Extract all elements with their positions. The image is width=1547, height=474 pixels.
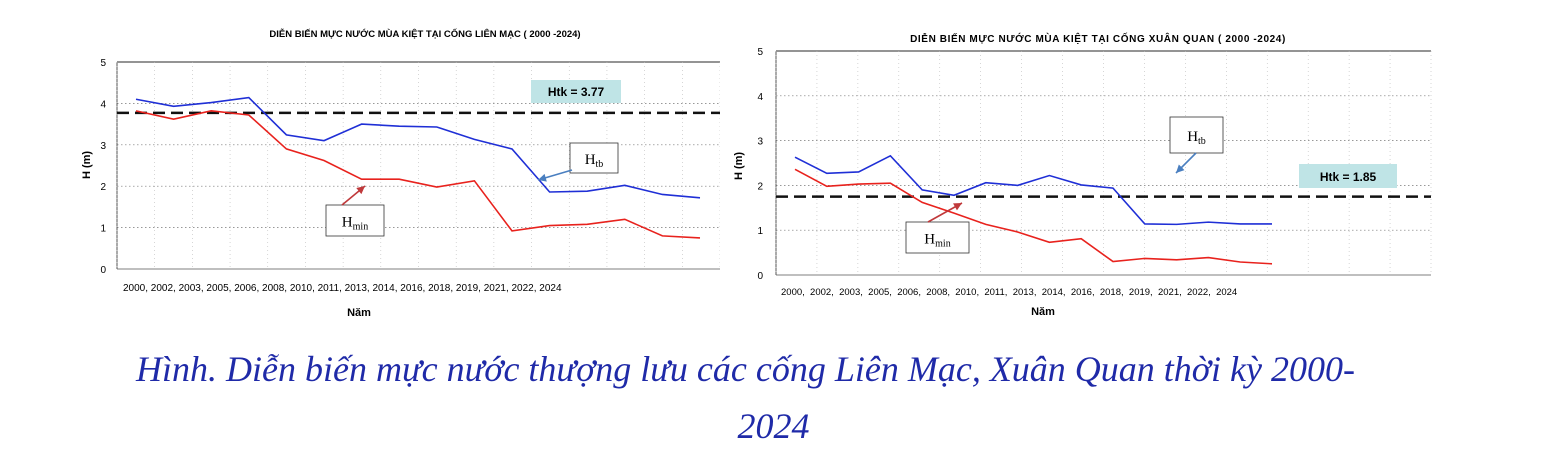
y-tick-label: 0	[100, 265, 106, 276]
series-line-hmin	[135, 110, 701, 239]
y-tick-label: 2	[757, 181, 763, 192]
series-label-hmin: Hmin	[342, 215, 368, 233]
y-tick-label: 4	[757, 92, 763, 103]
x-axis-label: Năm	[1031, 306, 1055, 318]
chart-title: DIỄN BIẾN MỰC NƯỚC MÙA KIỆT TẠI CỐNG XUÂ…	[910, 31, 1286, 45]
htk-label: Htk = 1.85	[1320, 170, 1377, 184]
series-line-hmin	[794, 168, 1273, 265]
htk-label-box	[1299, 164, 1397, 188]
series-label-box	[325, 204, 385, 237]
y-tick-label: 5	[757, 47, 763, 58]
callout-arrowhead	[953, 203, 962, 211]
y-axis-label: H (m)	[733, 152, 745, 180]
series-label-htb: Htb	[585, 152, 604, 170]
series-line-htb	[135, 96, 701, 199]
series-label-htb: Htb	[1187, 129, 1206, 147]
y-tick-label: 5	[100, 58, 106, 69]
y-tick-label: 3	[757, 137, 763, 148]
chart-xuan-quan: DIỄN BIẾN MỰC NƯỚC MÙA KIỆT TẠI CỐNG XUÂ…	[733, 31, 1432, 318]
y-tick-label: 1	[757, 226, 763, 237]
series-label-hmin: Hmin	[924, 232, 950, 250]
y-tick-label: 4	[100, 99, 106, 110]
x-axis-label: Năm	[347, 307, 371, 319]
figure-caption-line-1: Hình. Diễn biến mực nước thượng lưu các …	[136, 349, 1355, 389]
series-line-htb	[794, 154, 1272, 226]
chart-title: DIỄN BIẾN MỰC NƯỚC MÙA KIỆT TẠI CỐNG LIÊ…	[269, 28, 580, 40]
series-label-box	[569, 142, 619, 174]
y-tick-label: 2	[100, 182, 106, 193]
htk-label: Htk = 3.77	[548, 85, 605, 99]
callout-arrowhead	[1176, 164, 1185, 173]
x-tick-labels: 2000, 2002, 2003, 2005, 2006, 2008, 2010…	[781, 287, 1237, 298]
callout-arrowhead	[538, 173, 547, 182]
y-axis-label: H (m)	[81, 151, 93, 179]
callout-arrowhead	[356, 186, 365, 195]
y-tick-label: 3	[100, 141, 106, 152]
y-tick-label: 1	[100, 224, 106, 235]
chart-lien-mac: DIỄN BIẾN MỰC NƯỚC MÙA KIỆT TẠI CỐNG LIÊ…	[81, 28, 720, 319]
series-label-box	[1169, 116, 1224, 154]
figure-caption-line-2: 2024	[737, 406, 810, 446]
y-tick-label: 0	[757, 271, 763, 282]
x-tick-labels: 2000, 2002, 2003, 2005, 2006, 2008, 2010…	[123, 283, 562, 294]
htk-label-box	[531, 80, 621, 103]
series-label-box	[905, 221, 970, 254]
